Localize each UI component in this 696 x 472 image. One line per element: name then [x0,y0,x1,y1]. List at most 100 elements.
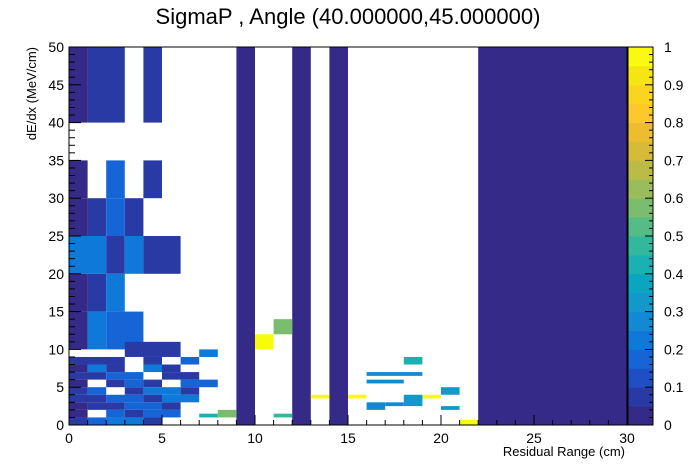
palette-swatch [628,311,653,331]
heatmap-cell [87,417,107,425]
heatmap-cell [69,417,88,425]
x-tick-label: 10 [247,430,263,446]
heatmap-cell [403,356,423,365]
color-scale-axis: 0 0.1 0.2 0.3 0.4 0.5 0.6 0.7 0.8 0.9 1 [645,39,684,433]
z-tick-label: 0.4 [664,266,684,282]
x-tick-label: 20 [433,430,449,446]
heatmap-cell [106,409,125,418]
heatmap-cell [124,402,162,410]
heatmap-cell [106,236,125,274]
x-tick-label: 15 [340,430,356,446]
z-tick-label: 0.8 [664,115,684,131]
heatmap-cell [292,47,311,425]
palette-swatch [628,349,653,369]
heatmap-cell [273,319,293,335]
heatmap-cell [106,379,125,388]
heatmap-cell [385,402,404,407]
z-tick-label: 0.1 [664,379,684,395]
palette-swatch [628,84,653,105]
palette-swatch [628,330,653,350]
y-tick-label: 35 [48,152,64,168]
heatmap-cell [69,402,88,410]
palette-swatch [628,273,653,294]
y-tick-label: 45 [48,77,64,93]
heatmap-cell [441,406,460,410]
heatmap-cell [478,47,627,425]
palette-swatch [628,198,653,218]
palette-swatch [628,47,653,67]
palette-swatch [628,65,653,86]
heatmap-cell [124,341,181,357]
y-tick-label: 40 [48,115,64,131]
x-tick-label: 5 [158,430,166,446]
heatmap-cell [143,379,162,388]
y-tick-label: 10 [48,341,64,357]
palette-swatch [628,254,653,275]
heatmap-cell [162,402,181,410]
chart-title: SigmaP , Angle (40.000000,45.000000) [156,4,541,29]
heatmap-cell [124,387,144,395]
heatmap-cell [69,356,125,365]
heatmap-cell [106,394,144,403]
heatmap-cell [87,273,107,312]
heatmap-cell [180,356,200,365]
palette-swatch [628,406,653,426]
heatmap-cell [310,394,330,399]
z-tick-label: 0.3 [664,304,684,320]
heatmap-cell [348,394,367,399]
heatmap-cell [143,417,162,425]
y-tick-label: 20 [48,266,64,282]
heatmap-cell [87,387,107,395]
heatmap-cell [69,236,107,274]
heatmap-cell [441,387,460,395]
heatmap-cell [106,273,125,312]
z-tick-label: 0.7 [664,152,684,168]
heatmap-cell [143,387,181,395]
z-tick-label: 0.9 [664,77,684,93]
palette-swatch [628,236,653,256]
y-axis: 0 5 10 15 20 25 30 35 40 45 50 [48,39,81,433]
z-tick-label: 0.2 [664,341,684,357]
palette-swatch [628,103,653,124]
heatmap-cell [124,409,144,418]
heatmap-cell [69,198,88,236]
heatmap-cell [236,47,255,425]
heatmap-cell [106,198,125,236]
palette-swatch [628,160,653,180]
x-axis: 0 5 10 15 20 25 30 [65,415,635,446]
x-tick-label: 0 [65,430,73,446]
z-tick-label: 0 [664,417,672,433]
heatmap-cell [69,160,88,199]
y-axis-label: dE/dx (MeV/cm) [24,47,39,140]
heatmap-cell [124,198,144,236]
heatmap-cell [124,379,144,388]
heatmap-cell [199,349,218,357]
palette-swatch [628,217,653,237]
z-tick-label: 1 [664,39,672,55]
heatmap-cell [69,273,88,312]
heatmap-cell [366,372,423,376]
heatmap-cell [255,334,274,350]
y-tick-label: 5 [56,379,64,395]
palette-swatch [628,292,653,313]
heatmap-cell [87,198,107,236]
palette-swatch [628,179,653,199]
heatmap-cell [124,236,144,274]
heatmap-cell [143,236,181,274]
heatmap-cell [69,387,88,395]
heatmap-cell [143,364,162,373]
heatmap-cell [69,379,88,388]
heatmap-cell [69,364,88,373]
heatmap-cell [87,364,107,373]
y-tick-label: 30 [48,190,64,206]
heatmap-cell [366,379,404,384]
x-axis-label: Residual Range (cm) [503,444,625,459]
y-tick-label: 15 [48,304,64,320]
heatmap-cell [87,311,107,350]
x-tick-label: 30 [619,430,635,446]
heatmap-cell [87,402,125,410]
y-tick-label: 50 [48,39,64,55]
palette-swatch [628,368,653,388]
heatmap-cell [162,372,200,380]
